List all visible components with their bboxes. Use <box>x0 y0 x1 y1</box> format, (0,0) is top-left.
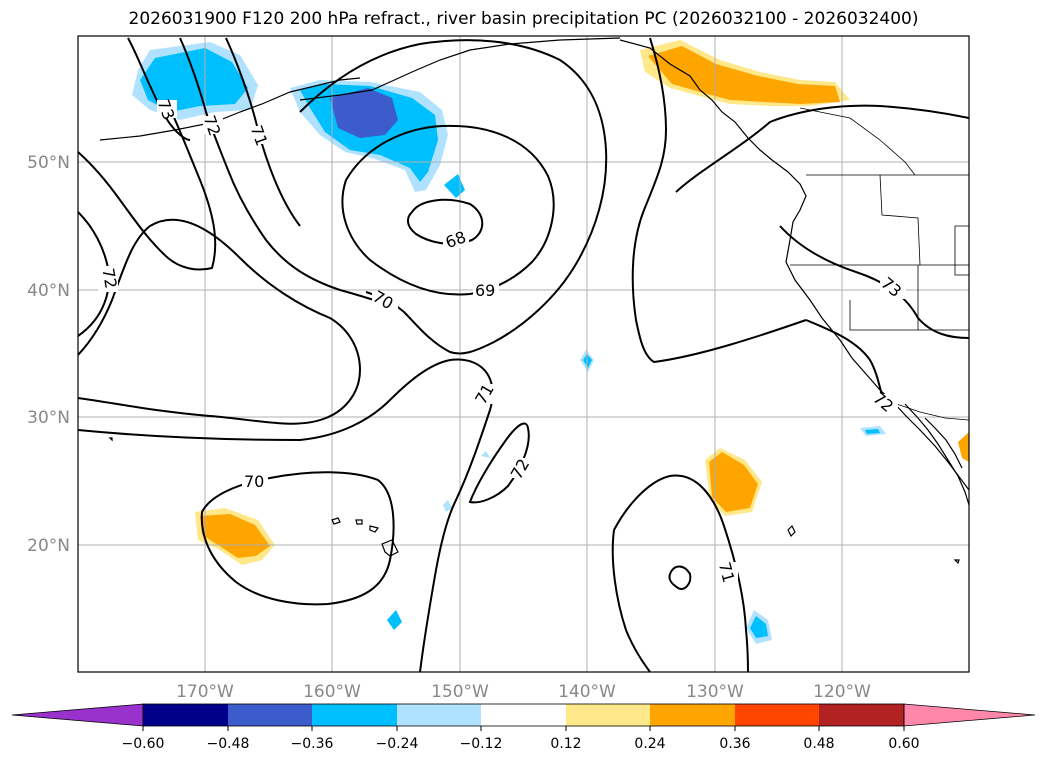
contour-71-central <box>78 358 494 672</box>
neg-anomaly-patch-2 <box>387 610 402 630</box>
graticule <box>78 36 969 672</box>
neg-anomaly-patch-5 <box>443 500 452 512</box>
colorbar-tick-label: 0.12 <box>550 736 581 752</box>
colorbar-frame <box>142 703 905 727</box>
lon-label: 160°W <box>303 682 361 702</box>
pos-anomaly-sw <box>200 514 270 558</box>
neg-anomaly-nw <box>140 48 248 112</box>
neg-anomaly-patch-4-core <box>865 429 880 434</box>
colorbar-tick-label: −0.60 <box>122 736 165 752</box>
contour-72-east <box>805 319 887 405</box>
contour-70-large <box>78 218 362 425</box>
lat-label: 20°N <box>27 536 70 556</box>
alaska-peninsula-coast <box>99 37 621 141</box>
neg-anomaly-north-core <box>330 88 398 138</box>
contour-left-upper <box>78 99 217 271</box>
colorbar-bin <box>228 704 312 726</box>
colorbar-tick-label: −0.24 <box>376 736 419 752</box>
contour-label: 70 <box>244 472 264 491</box>
colorbar-bin <box>650 704 735 726</box>
map-title: 2026031900 F120 200 hPa refract., river … <box>128 9 919 29</box>
neg-anomaly-patch-3-core <box>750 616 768 638</box>
lon-label: 170°W <box>176 682 234 702</box>
colorbar-tick-label: 0.60 <box>888 736 919 752</box>
contour-72-west <box>179 37 387 305</box>
map-area <box>78 36 969 672</box>
lon-label: 120°W <box>813 682 871 702</box>
contour-73-east <box>675 104 969 193</box>
latitude-labels: 20°N 30°N 40°N 50°N <box>27 153 70 556</box>
contour-69 <box>341 124 555 296</box>
contour-72-central <box>468 422 530 504</box>
lon-label: 130°W <box>686 682 744 702</box>
colorbar-bin <box>312 704 397 726</box>
colorbar-extend-low <box>11 703 144 727</box>
contour-70-south <box>200 471 395 606</box>
contour-68 <box>406 198 484 245</box>
political-borders <box>790 107 969 421</box>
colorbar-bin <box>397 704 481 726</box>
colorbar-bin <box>566 704 650 726</box>
pos-anomaly-ne <box>648 46 840 104</box>
colorbar-tick-label: −0.36 <box>291 736 334 752</box>
lat-label: 30°N <box>27 408 70 428</box>
longitude-labels: 170°W 160°W 150°W 140°W 130°W 120°W <box>176 682 871 702</box>
colorbar-bin <box>735 704 819 726</box>
contour-71-south-east-left <box>611 529 651 672</box>
contour-70-central <box>299 39 608 355</box>
island-3 <box>953 559 960 565</box>
map-frame <box>77 35 970 673</box>
contour-label: 71 <box>715 560 739 585</box>
colorbar-bin <box>143 704 228 726</box>
coastlines <box>99 37 969 565</box>
colorbar-tick-label: 0.24 <box>634 736 665 752</box>
colorbar: −0.60 −0.48 −0.36 −0.24 −0.12 0.12 0.24 … <box>11 703 1036 752</box>
colorbar-tick-label: −0.48 <box>207 736 250 752</box>
colorbar-bin <box>481 704 566 726</box>
colorbar-bin <box>819 704 904 726</box>
lon-label: 150°W <box>431 682 489 702</box>
pos-anomaly-east <box>709 452 758 512</box>
island-1 <box>108 437 113 442</box>
contour-71-south-east <box>613 474 749 672</box>
pos-anomaly-baja <box>958 432 969 462</box>
gulf-california-coast <box>924 417 963 469</box>
colorbar-tick-label: 0.48 <box>803 736 834 752</box>
contour-small-ring <box>668 565 692 590</box>
north-america-coast <box>619 39 969 491</box>
contour-71-east <box>631 37 807 364</box>
hawaii-islands <box>331 517 399 557</box>
colorbar-tick-label: −0.12 <box>460 736 503 752</box>
neg-anomaly-patch-6 <box>481 451 490 458</box>
precip-shading <box>132 40 969 644</box>
contour-label: 69 <box>475 281 495 300</box>
baja-coast <box>904 403 969 506</box>
contour-label: 72 <box>98 267 120 290</box>
lon-label: 140°W <box>558 682 616 702</box>
island-2 <box>787 524 796 538</box>
colorbar-extend-high <box>903 703 1036 727</box>
lat-label: 50°N <box>27 153 70 173</box>
lat-label: 40°N <box>27 281 70 301</box>
colorbar-tick-label: 0.36 <box>719 736 750 752</box>
